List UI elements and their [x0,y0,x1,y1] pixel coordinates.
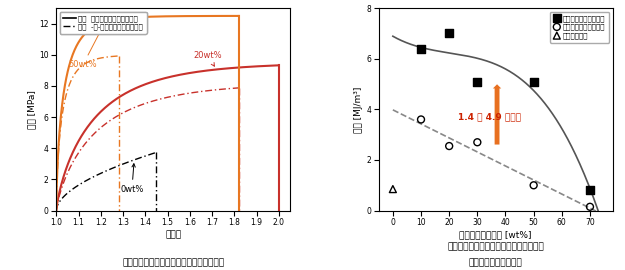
Text: 50wt%: 50wt% [69,25,103,69]
Text: 20wt%: 20wt% [193,51,222,66]
Text: エラストマーコンポジット応力伸長比曲線: エラストマーコンポジット応力伸長比曲線 [122,258,224,267]
Y-axis label: 靱性 [MJ/m³]: 靱性 [MJ/m³] [354,86,364,133]
フィラーなし [388,187,398,191]
プラズマ表面改質なし [585,205,595,209]
プラズマ表面改質なし [472,140,482,144]
プラズマ表面改質あり [416,46,426,51]
プラズマ表面改質なし [529,183,539,187]
プラズマ表面改質あり [444,31,454,36]
Text: 1.4 〜 4.9 倍向上: 1.4 〜 4.9 倍向上 [458,112,521,122]
プラズマ表面改質なし [444,144,454,148]
プラズマ表面改質あり [472,79,482,84]
X-axis label: 伸長比: 伸長比 [165,230,181,239]
Legend: 実線  ープラズマ表面改質あり, 破線  -・-プラズマ表面改質なし: 実線 ープラズマ表面改質あり, 破線 -・-プラズマ表面改質なし [60,12,147,34]
X-axis label: 窒化ホウ素含有量 [wt%]: 窒化ホウ素含有量 [wt%] [459,230,532,239]
Y-axis label: 応力 [MPa]: 応力 [MPa] [28,90,36,129]
Text: コンポジット靱性変化: コンポジット靱性変化 [469,258,522,267]
Text: 窒化ホウ素含有量に対するエラストマー: 窒化ホウ素含有量に対するエラストマー [448,242,544,251]
プラズマ表面改質あり [529,79,539,84]
Legend: プラズマ表面改質あり, プラズマ表面改質なし, フィラーなし: プラズマ表面改質あり, プラズマ表面改質なし, フィラーなし [550,12,609,42]
Text: 0wt%: 0wt% [120,164,144,194]
プラズマ表面改質あり [585,188,595,193]
プラズマ表面改質なし [416,117,426,122]
